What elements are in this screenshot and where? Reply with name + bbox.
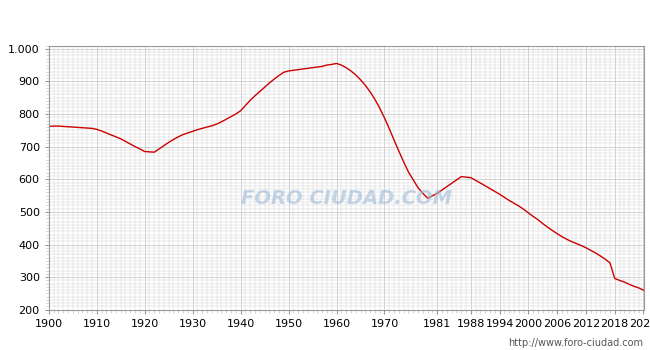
Text: http://www.foro-ciudad.com: http://www.foro-ciudad.com [508, 338, 644, 348]
Text: Villaflores (Municipio) - Evolucion del numero de Habitantes: Villaflores (Municipio) - Evolucion del … [106, 9, 544, 23]
Text: FORO CIUDAD.COM: FORO CIUDAD.COM [240, 189, 452, 208]
